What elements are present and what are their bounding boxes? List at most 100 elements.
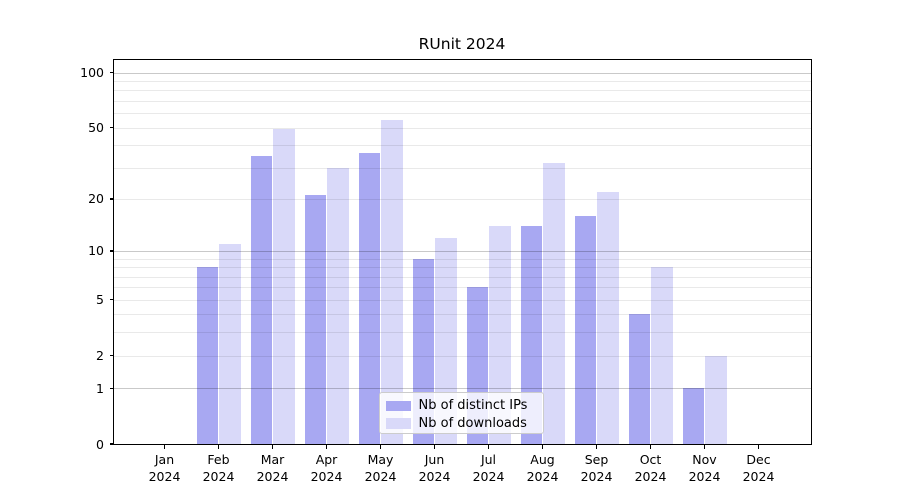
x-tick-year: 2024	[418, 468, 451, 484]
gridline-minor-5	[114, 299, 811, 301]
x-tick-month: Oct	[639, 452, 662, 467]
x-tick-mark-nov	[703, 444, 706, 450]
gridline-minor-90	[114, 80, 811, 82]
bar-downloads-apr	[327, 167, 349, 444]
gridline-minor-2	[114, 355, 811, 357]
x-tick-label-dec: Dec 2024	[732, 452, 786, 485]
x-tick-month: Feb	[207, 452, 230, 467]
x-tick-year: 2024	[742, 468, 775, 484]
y-tick-mark-20	[109, 198, 114, 200]
x-tick-mark-oct	[649, 444, 652, 450]
y-tick-mark-1	[109, 387, 114, 389]
y-tick-mark-5	[109, 299, 114, 301]
gridline-minor-50	[114, 127, 811, 129]
bar-downloads-feb	[219, 243, 241, 444]
x-tick-year: 2024	[310, 468, 343, 484]
legend-swatch-distinct-ips	[386, 400, 411, 411]
y-tick-label-2: 2	[96, 348, 104, 364]
y-tick-label-20: 20	[88, 191, 104, 207]
bar-downloads-oct	[651, 267, 673, 444]
bar-downloads-nov	[705, 355, 727, 444]
x-tick-year: 2024	[526, 468, 559, 484]
x-tick-year: 2024	[364, 468, 397, 484]
plot-area: Nb of distinct IPs Nb of downloads	[113, 59, 812, 445]
x-tick-label-nov: Nov 2024	[678, 452, 732, 485]
gridline-minor-20	[114, 198, 811, 200]
bar-downloads-aug	[543, 162, 565, 444]
x-tick-mark-jun	[433, 444, 436, 450]
bar-downloads-mar	[273, 129, 295, 444]
x-tick-month: Aug	[530, 452, 555, 467]
bar-distinct-ips-sep	[574, 215, 596, 444]
x-tick-mark-dec	[757, 444, 760, 450]
y-tick-label-0: 0	[96, 436, 104, 452]
x-tick-label-jan: Jan 2024	[138, 452, 192, 485]
x-tick-label-mar: Mar 2024	[246, 452, 300, 485]
x-tick-label-apr: Apr 2024	[300, 452, 354, 485]
gridline-minor-8	[114, 267, 811, 269]
x-tick-label-jun: Jun 2024	[408, 452, 462, 485]
x-tick-month: Sep	[584, 452, 609, 467]
y-tick-mark-10	[109, 250, 114, 252]
bar-downloads-sep	[597, 191, 619, 444]
x-tick-year: 2024	[148, 468, 181, 484]
x-tick-mark-may	[379, 444, 382, 450]
x-tick-mark-jul	[487, 444, 490, 450]
bar-distinct-ips-feb	[196, 267, 218, 444]
y-tick-label-1: 1	[96, 380, 104, 396]
x-tick-label-may: May 2024	[354, 452, 408, 485]
gridline-major-100	[114, 72, 811, 74]
x-tick-month: May	[367, 452, 394, 467]
x-tick-mark-aug	[541, 444, 544, 450]
gridline-minor-9	[114, 258, 811, 260]
x-tick-label-sep: Sep 2024	[570, 452, 624, 485]
x-tick-mark-apr	[325, 444, 328, 450]
gridline-minor-6	[114, 287, 811, 289]
y-tick-mark-0	[109, 443, 114, 445]
x-tick-mark-mar	[271, 444, 274, 450]
bar-distinct-ips-nov	[682, 388, 704, 444]
x-tick-label-aug: Aug 2024	[516, 452, 570, 485]
gridlines-layer	[114, 60, 811, 444]
legend-item-distinct-ips: Nb of distinct IPs	[386, 397, 543, 415]
x-tick-label-jul: Jul 2024	[462, 452, 516, 485]
legend-swatch-downloads	[386, 418, 411, 429]
y-tick-label-100: 100	[80, 65, 104, 81]
x-tick-year: 2024	[688, 468, 721, 484]
bar-distinct-ips-aug	[520, 226, 542, 444]
x-tick-month: Apr	[315, 452, 338, 467]
y-tick-mark-2	[109, 354, 114, 357]
gridline-minor-4	[114, 314, 811, 316]
bar-distinct-ips-apr	[304, 195, 326, 444]
bar-distinct-ips-may	[358, 153, 380, 444]
gridline-minor-7	[114, 276, 811, 278]
y-tick-label-10: 10	[88, 243, 104, 259]
x-tick-mark-sep	[595, 444, 598, 450]
gridline-minor-3	[114, 332, 811, 334]
y-tick-label-50: 50	[88, 120, 104, 136]
bar-downloads-may	[381, 119, 403, 444]
x-tick-mark-jan	[163, 444, 166, 450]
y-tick-label-5: 5	[96, 292, 104, 308]
x-tick-month: Dec	[746, 452, 771, 467]
x-tick-year: 2024	[472, 468, 505, 484]
y-tick-mark-50	[109, 126, 114, 129]
gridline-minor-80	[114, 90, 811, 92]
legend: Nb of distinct IPs Nb of downloads	[379, 392, 544, 434]
gridline-major-10	[114, 250, 811, 252]
gridline-major-1	[114, 388, 811, 390]
legend-item-downloads: Nb of downloads	[386, 415, 543, 433]
chart-title: RUnit 2024	[418, 35, 506, 53]
gridline-minor-40	[114, 145, 811, 147]
x-tick-month: Jul	[480, 452, 497, 467]
x-tick-month: Jan	[154, 452, 175, 467]
y-tick-mark-100	[109, 71, 114, 74]
gridline-minor-70	[114, 100, 811, 102]
x-tick-month: Jun	[424, 452, 445, 467]
x-tick-year: 2024	[202, 468, 235, 484]
bar-distinct-ips-oct	[628, 314, 650, 444]
x-tick-year: 2024	[580, 468, 613, 484]
legend-label-downloads: Nb of downloads	[418, 415, 527, 431]
x-tick-mark-feb	[217, 444, 220, 450]
